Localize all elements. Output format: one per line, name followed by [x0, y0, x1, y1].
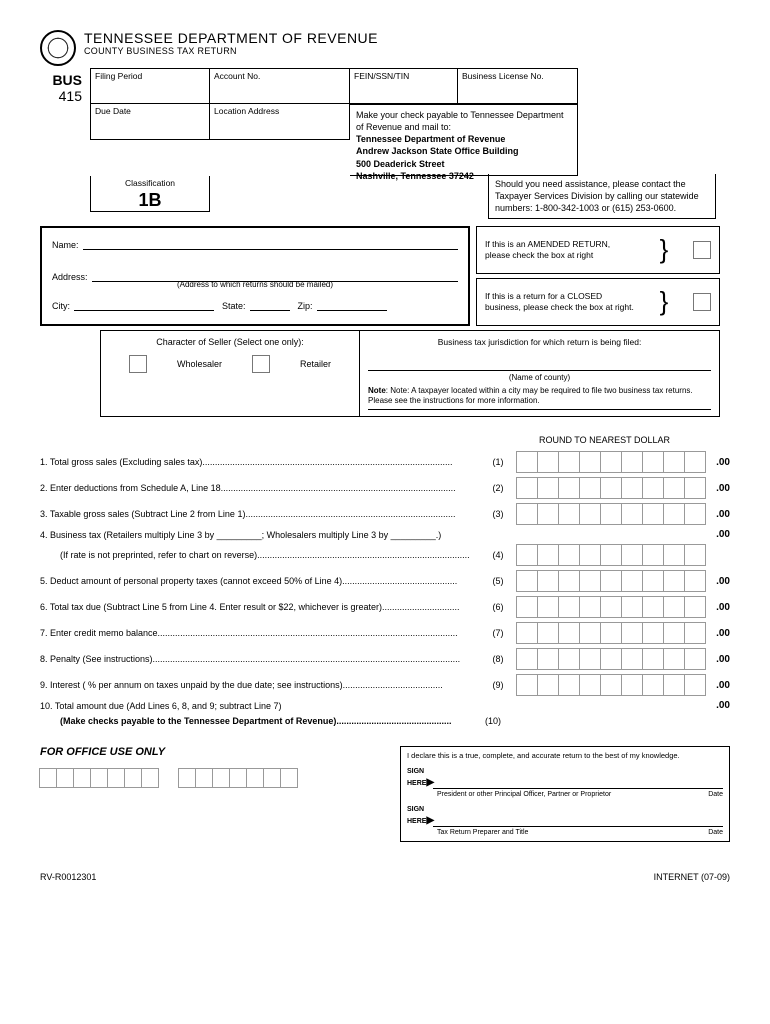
zip-input[interactable] — [317, 299, 387, 311]
declare-text: I declare this is a true, complete, and … — [407, 751, 723, 761]
sign-here-2: SIGN HERE▶ — [407, 805, 433, 827]
title-block: TENNESSEE DEPARTMENT OF REVENUE COUNTY B… — [84, 30, 378, 56]
line-4a-text: 4. Business tax (Retailers multiply Line… — [40, 530, 478, 540]
filing-period-box[interactable]: Filing Period — [90, 68, 210, 104]
retailer-label: Retailer — [300, 359, 331, 369]
name-input[interactable] — [83, 238, 458, 250]
line-10a-text: 10. Total amount due (Add Lines 6, 8, an… — [40, 701, 478, 711]
wholesaler-checkbox[interactable] — [129, 355, 147, 373]
city-label: City: — [52, 301, 70, 311]
brace-icon: } — [660, 285, 669, 319]
line-2-amount[interactable] — [517, 477, 706, 499]
declaration-box: I declare this is a true, complete, and … — [400, 746, 730, 842]
right-checkboxes: If this is an AMENDED RETURN, please che… — [476, 226, 720, 326]
zip-label: Zip: — [298, 301, 313, 311]
line-5-text: 5. Deduct amount of personal property ta… — [40, 576, 483, 586]
city-input[interactable] — [74, 299, 214, 311]
form-code-2: 415 — [40, 88, 82, 104]
seller-title: Character of Seller (Select one only): — [111, 337, 349, 347]
classification-value: 1B — [95, 190, 205, 211]
header: TENNESSEE DEPARTMENT OF REVENUE COUNTY B… — [40, 30, 730, 66]
line-6-amount[interactable] — [517, 596, 706, 618]
office-use-block: FOR OFFICE USE ONLY — [40, 746, 380, 842]
line-4b-text: (If rate is not preprinted, refer to cha… — [40, 550, 483, 560]
name-address-box: Name: Address: (Address to which returns… — [40, 226, 470, 326]
line-8-amount[interactable] — [517, 648, 706, 670]
line-2-text: 2. Enter deductions from Schedule A, Lin… — [40, 483, 483, 493]
amended-checkbox[interactable] — [693, 241, 711, 259]
county-input[interactable] — [368, 357, 711, 371]
fein-box[interactable]: FEIN/SSN/TIN — [350, 68, 458, 104]
jurisdiction-box: Business tax jurisdiction for which retu… — [360, 330, 720, 417]
line-7-amount[interactable] — [517, 622, 706, 644]
line-9-amount[interactable] — [517, 674, 706, 696]
line-1-text: 1. Total gross sales (Excluding sales ta… — [40, 457, 483, 467]
closed-box: If this is a return for a CLOSED busines… — [476, 278, 720, 326]
line-6-text: 6. Total tax due (Subtract Line 5 from L… — [40, 602, 483, 612]
line-7-text: 7. Enter credit memo balance............… — [40, 628, 483, 638]
brace-icon: } — [660, 233, 669, 267]
amended-box: If this is an AMENDED RETURN, please che… — [476, 226, 720, 274]
round-label: ROUND TO NEAREST DOLLAR — [40, 435, 670, 445]
signature-1[interactable] — [433, 779, 723, 789]
signature-2[interactable] — [433, 817, 723, 827]
mailto-box: Make your check payable to Tennessee Dep… — [350, 104, 578, 176]
name-label: Name: — [52, 240, 79, 250]
retailer-checkbox[interactable] — [252, 355, 270, 373]
form-code-1: BUS — [40, 72, 82, 88]
wholesaler-label: Wholesaler — [177, 359, 222, 369]
address-label: Address: — [52, 272, 88, 282]
sig1-caption: President or other Principal Officer, Pa… — [407, 790, 708, 799]
form-id: BUS 415 — [40, 68, 90, 212]
line-8-text: 8. Penalty (See instructions)...........… — [40, 654, 483, 664]
office-title: FOR OFFICE USE ONLY — [40, 746, 380, 758]
seller-juris-row: Character of Seller (Select one only): W… — [100, 330, 730, 417]
office-boxes-1[interactable] — [40, 768, 159, 788]
state-seal-icon — [40, 30, 76, 66]
juris-title: Business tax jurisdiction for which retu… — [368, 337, 711, 347]
line-3-text: 3. Taxable gross sales (Subtract Line 2 … — [40, 509, 483, 519]
line-items: 1. Total gross sales (Excluding sales ta… — [40, 451, 730, 726]
form-version: INTERNET (07-09) — [654, 872, 730, 882]
office-section: FOR OFFICE USE ONLY I declare this is a … — [40, 746, 730, 842]
closed-checkbox[interactable] — [693, 293, 711, 311]
due-date-box[interactable]: Due Date — [90, 104, 210, 140]
sign-here-1: SIGN HERE▶ — [407, 767, 433, 789]
form-subtitle: COUNTY BUSINESS TAX RETURN — [84, 46, 378, 56]
line-5-amount[interactable] — [517, 570, 706, 592]
date-label: Date — [708, 790, 723, 799]
state-label: State: — [222, 301, 246, 311]
line-4-amount[interactable] — [517, 544, 706, 566]
license-box[interactable]: Business License No. — [458, 68, 578, 104]
account-no-box[interactable]: Account No. — [210, 68, 350, 104]
sig2-caption: Tax Return Preparer and Title — [407, 828, 708, 837]
line-9-text: 9. Interest ( % per annum on taxes unpai… — [40, 680, 483, 690]
footer: RV-R0012301 INTERNET (07-09) — [40, 872, 730, 882]
county-label: (Name of county) — [368, 373, 711, 382]
line-1-amount[interactable] — [517, 451, 706, 473]
classification-box: Classification 1B — [90, 176, 210, 212]
date-label-2: Date — [708, 828, 723, 837]
assist-box: Should you need assistance, please conta… — [488, 174, 716, 219]
seller-box: Character of Seller (Select one only): W… — [100, 330, 360, 417]
department-title: TENNESSEE DEPARTMENT OF REVENUE — [84, 30, 378, 46]
juris-note: Note: Note: A taxpayer located within a … — [368, 386, 711, 410]
line-3-amount[interactable] — [517, 503, 706, 525]
state-input[interactable] — [250, 299, 290, 311]
mid-section: Name: Address: (Address to which returns… — [40, 226, 730, 326]
form-number: RV-R0012301 — [40, 872, 96, 882]
line-10b-text: (Make checks payable to the Tennessee De… — [40, 716, 478, 726]
office-boxes-2[interactable] — [179, 768, 298, 788]
location-box[interactable]: Location Address — [210, 104, 350, 140]
